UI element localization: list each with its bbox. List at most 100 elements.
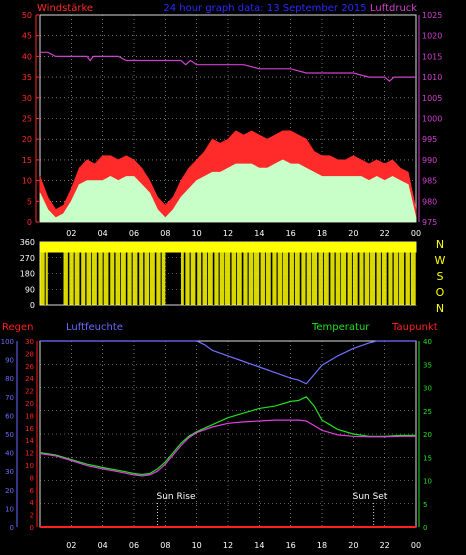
temperature-y-tick: 25 <box>423 408 432 416</box>
compass-label: N <box>436 238 444 251</box>
temperature-y-tick: 20 <box>423 431 432 439</box>
direction-gap <box>247 252 249 305</box>
time-tick-label: 20 <box>348 229 358 238</box>
time-tick-label: 02 <box>66 229 76 238</box>
direction-gap <box>85 252 87 305</box>
wind-y-tick: 30 <box>22 94 32 103</box>
direction-y-tick: 270 <box>20 254 35 263</box>
rain-y-tick: 22 <box>25 388 34 396</box>
temperature-y-tick: 0 <box>423 524 427 532</box>
direction-y-tick: 180 <box>20 270 35 279</box>
time-tick-label: 22 <box>380 541 390 550</box>
rain-y-tick: 10 <box>25 462 34 470</box>
compass-label: S <box>437 270 444 283</box>
header-left-title: Windstärke <box>37 3 93 14</box>
humidity-y-tick: 0 <box>10 524 14 532</box>
direction-gap <box>409 252 411 305</box>
rain-y-tick: 24 <box>25 375 34 383</box>
humidity-y-tick: 50 <box>5 431 14 439</box>
direction-gap <box>334 252 336 305</box>
time-tick-label: 12 <box>223 229 233 238</box>
humidity-y-tick: 40 <box>5 450 14 458</box>
humidity-y-tick: 20 <box>5 487 14 495</box>
direction-gap <box>195 252 198 305</box>
time-tick-label: 04 <box>98 541 108 550</box>
direction-gap <box>230 252 232 305</box>
direction-gap <box>189 252 191 305</box>
direction-gap <box>79 252 82 305</box>
pressure-y-tick: 1025 <box>422 11 442 20</box>
pressure-y-tick: 990 <box>422 156 437 165</box>
pressure-y-tick: 1020 <box>422 32 442 41</box>
wind-y-tick: 50 <box>22 11 32 20</box>
direction-gap <box>369 252 371 305</box>
rain-y-tick: 16 <box>25 425 34 433</box>
compass-label: O <box>436 286 445 299</box>
direction-gap <box>44 252 46 305</box>
humidity-y-tick: 10 <box>5 505 14 513</box>
direction-gap <box>154 252 157 305</box>
time-tick-label: 18 <box>317 229 327 238</box>
direction-gap <box>404 252 406 305</box>
rain-y-tick: 28 <box>25 350 34 358</box>
direction-gap <box>212 252 215 305</box>
series-taupunkt <box>39 419 416 477</box>
direction-gap <box>125 252 128 305</box>
direction-gap <box>380 252 382 305</box>
wind-y-tick: 5 <box>27 197 32 206</box>
direction-gap <box>102 252 104 305</box>
time-tick-label: 00 <box>411 541 421 550</box>
temperature-y-tick: 30 <box>423 385 432 393</box>
direction-y-tick: 360 <box>20 238 35 247</box>
series-temperatur <box>39 396 416 476</box>
time-tick-label: 02 <box>66 541 76 550</box>
time-tick-label: 10 <box>192 541 202 550</box>
wind-y-tick: 20 <box>22 135 32 144</box>
rain-y-tick: 14 <box>25 437 34 445</box>
rain-y-tick: 2 <box>30 512 34 520</box>
direction-gap <box>322 252 324 305</box>
pressure-y-tick: 995 <box>422 135 437 144</box>
direction-gap <box>120 252 121 305</box>
header-center-title: 24 hour graph data: 13 September 2015 <box>163 3 366 14</box>
direction-y-tick: 90 <box>25 285 35 294</box>
direction-gap <box>311 252 313 305</box>
direction-gap <box>293 252 295 305</box>
temperature-y-tick: 10 <box>423 478 432 486</box>
time-tick-label: 04 <box>98 229 108 238</box>
direction-gap <box>160 252 162 305</box>
direction-gap <box>305 252 307 305</box>
direction-gap <box>108 252 111 305</box>
direction-gap <box>241 252 244 305</box>
temperature-y-tick: 5 <box>423 501 427 509</box>
direction-y-tick: 0 <box>30 301 35 310</box>
time-tick-label: 14 <box>254 229 264 238</box>
legend-taupunkt: Taupunkt <box>391 322 438 333</box>
direction-gap <box>328 252 331 305</box>
direction-gap <box>264 252 266 305</box>
humidity-y-tick: 80 <box>5 375 14 383</box>
direction-gap <box>149 252 150 305</box>
rain-y-tick: 26 <box>25 363 34 371</box>
time-tick-label: 12 <box>223 541 233 550</box>
pressure-y-tick: 980 <box>422 197 437 206</box>
wind-mean-series <box>39 159 417 223</box>
direction-gap <box>270 252 273 305</box>
time-tick-label: 14 <box>254 541 264 550</box>
time-tick-label: 18 <box>317 541 327 550</box>
humidity-y-tick: 60 <box>5 412 14 420</box>
pressure-y-tick: 1010 <box>422 73 442 82</box>
direction-gap <box>357 252 360 305</box>
direction-gap <box>299 252 302 305</box>
direction-gap <box>346 252 348 305</box>
legend-temperatur: Temperatur <box>311 322 370 333</box>
rain-y-tick: 12 <box>25 450 34 458</box>
direction-gap <box>207 252 208 305</box>
direction-series <box>40 242 48 305</box>
direction-gap <box>114 252 116 305</box>
rain-y-tick: 8 <box>30 474 34 482</box>
direction-gap <box>363 252 365 305</box>
time-tick-label: 08 <box>160 541 170 550</box>
direction-gap <box>282 252 284 305</box>
direction-gap <box>317 252 319 305</box>
